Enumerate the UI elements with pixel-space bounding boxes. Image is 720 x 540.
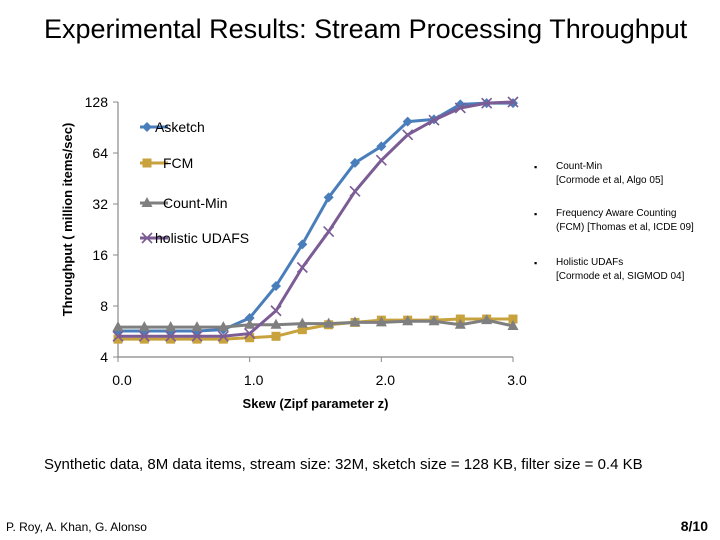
reference-line: (FCM) [Thomas et al, ICDE 09] <box>556 222 694 233</box>
reference-line: [Cormode et al, SIGMOD 04] <box>556 271 685 282</box>
data-point-count-min <box>112 321 124 332</box>
data-point-count-min <box>165 321 177 332</box>
legend-marker-count-min <box>141 197 153 207</box>
reference-count-min: ▪ Count-Min [Cormode et al, Algo 05] <box>534 160 664 188</box>
chart-axes: 4 8 16 32 64 128 0.0 1.0 2.0 3.0 Skew (Zipf parame… <box>60 94 527 411</box>
data-point-count-min <box>481 314 493 325</box>
series-count-min <box>112 314 519 332</box>
data-point-count-min <box>323 317 335 328</box>
data-point-count-min <box>217 321 229 332</box>
data-point-count-min <box>244 318 256 329</box>
bullet-icon: ▪ <box>534 209 538 219</box>
data-point-fcm <box>297 325 307 335</box>
bullet-icon: ▪ <box>534 258 538 268</box>
y-tick-label: 4 <box>100 349 108 365</box>
data-point-count-min <box>296 317 308 328</box>
data-point-holistic-udafs <box>191 330 203 342</box>
data-point-count-min <box>138 321 150 332</box>
data-point-holistic-udafs <box>402 129 414 141</box>
y-axis-label: Throughput ( million items/sec) <box>60 123 75 317</box>
data-point-holistic-udafs <box>270 305 282 317</box>
data-point-asketch <box>323 192 334 203</box>
data-point-holistic-udafs <box>244 328 256 340</box>
y-tick-label: 8 <box>100 298 108 314</box>
data-point-count-min <box>191 321 203 332</box>
chart-legend: Asketch FCM Count-Min holistic UDAFS <box>140 119 249 246</box>
data-point-fcm <box>218 334 228 344</box>
legend-label-count-min: Count-Min <box>163 195 228 211</box>
reference-line: Holistic UDAFs <box>556 257 624 268</box>
data-point-holistic-udafs <box>507 96 519 108</box>
data-point-asketch <box>271 280 281 291</box>
series-line-count-min <box>118 318 514 329</box>
data-point-fcm <box>271 331 281 341</box>
legend-marker-holistic-udafs <box>141 232 153 244</box>
legend-label-asketch: Asketch <box>155 119 205 135</box>
data-point-count-min <box>454 318 466 329</box>
reference-holistic-udafs: ▪ Holistic UDAFs [Cormode et al, SIGMOD … <box>534 256 685 284</box>
slide-title: Experimental Results: Stream Processing … <box>44 14 688 44</box>
x-tick-label: 1.0 <box>244 372 264 388</box>
data-point-count-min <box>402 315 414 326</box>
data-point-fcm <box>192 334 202 344</box>
series-holistic-udafs <box>112 96 519 342</box>
reference-line: Count-Min <box>556 161 603 172</box>
x-tick-label: 0.0 <box>112 372 132 388</box>
data-point-holistic-udafs <box>138 330 150 342</box>
x-axis-label: Skew (Zipf parameter z) <box>243 396 389 411</box>
data-point-count-min <box>375 316 387 327</box>
data-point-holistic-udafs <box>165 330 177 342</box>
authors: P. Roy, A. Khan, G. Alonso <box>6 520 147 534</box>
legend-entry-fcm: FCM <box>140 155 193 171</box>
legend-label-holistic-udafs: holistic UDAFS <box>155 230 249 246</box>
y-tick-label: 32 <box>92 196 108 212</box>
legend-entry-asketch: Asketch <box>140 119 205 135</box>
y-tick-label: 128 <box>85 94 109 110</box>
data-point-fcm <box>508 314 518 324</box>
data-point-fcm <box>139 334 149 344</box>
reference-fcm: ▪ Frequency Aware Counting (FCM) [Thomas… <box>534 207 694 235</box>
data-point-fcm <box>245 333 255 343</box>
x-tick-label: 2.0 <box>376 372 396 388</box>
series-line-fcm <box>118 317 513 341</box>
y-tick-label: 16 <box>92 247 108 263</box>
bullet-icon: ▪ <box>534 162 538 172</box>
chart-series <box>112 96 519 344</box>
data-point-fcm <box>113 334 123 344</box>
legend-entry-count-min: Count-Min <box>140 195 228 211</box>
legend-label-fcm: FCM <box>163 155 193 171</box>
data-point-holistic-udafs <box>481 97 493 109</box>
data-point-count-min <box>507 319 519 330</box>
data-point-holistic-udafs <box>349 185 361 197</box>
data-point-asketch <box>402 116 413 127</box>
slide-number: 8/10 <box>680 518 708 534</box>
data-point-holistic-udafs <box>296 261 308 274</box>
series-line-holistic-udafs <box>118 100 514 338</box>
data-point-asketch <box>376 141 387 152</box>
y-tick-label: 64 <box>92 145 108 161</box>
data-point-holistic-udafs <box>428 114 440 126</box>
data-point-asketch <box>297 239 308 250</box>
data-point-count-min <box>349 316 361 327</box>
data-point-holistic-udafs <box>323 226 335 238</box>
chart-caption: Synthetic data, 8M data items, stream si… <box>44 456 643 473</box>
data-point-holistic-udafs <box>375 154 387 166</box>
data-point-holistic-udafs <box>112 330 124 342</box>
data-point-holistic-udafs <box>454 102 466 114</box>
series-line-asketch <box>118 101 513 333</box>
x-tick-label: 3.0 <box>507 372 527 388</box>
reference-line: Frequency Aware Counting <box>556 208 677 219</box>
reference-line: [Cormode et al, Algo 05] <box>556 175 664 186</box>
legend-entry-holistic-udafs: holistic UDAFS <box>140 230 249 246</box>
data-point-count-min <box>270 318 282 329</box>
data-point-asketch <box>244 312 255 323</box>
legend-marker-asketch <box>142 122 152 132</box>
legend-marker-fcm <box>142 158 152 168</box>
data-point-asketch <box>350 157 360 168</box>
data-point-fcm <box>166 334 176 344</box>
data-point-holistic-udafs <box>217 330 229 342</box>
data-point-count-min <box>428 315 440 326</box>
